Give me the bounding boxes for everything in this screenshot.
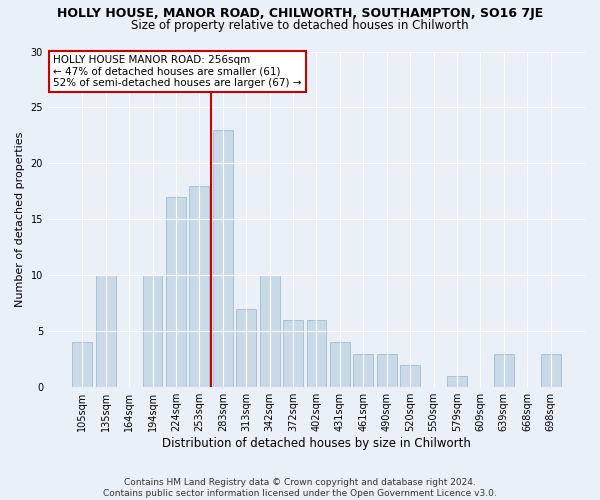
Bar	[447, 376, 467, 387]
X-axis label: Distribution of detached houses by size in Chilworth: Distribution of detached houses by size …	[162, 437, 471, 450]
Bar	[283, 320, 303, 387]
Bar	[400, 365, 420, 387]
Bar	[307, 320, 326, 387]
Bar	[377, 354, 397, 387]
Y-axis label: Number of detached properties: Number of detached properties	[15, 132, 25, 307]
Bar	[260, 276, 280, 387]
Bar	[73, 342, 92, 387]
Bar	[143, 276, 163, 387]
Bar	[330, 342, 350, 387]
Bar	[96, 276, 116, 387]
Bar	[236, 309, 256, 387]
Bar	[213, 130, 233, 387]
Text: Size of property relative to detached houses in Chilworth: Size of property relative to detached ho…	[131, 18, 469, 32]
Bar	[494, 354, 514, 387]
Bar	[353, 354, 373, 387]
Text: Contains HM Land Registry data © Crown copyright and database right 2024.
Contai: Contains HM Land Registry data © Crown c…	[103, 478, 497, 498]
Bar	[190, 186, 209, 387]
Bar	[166, 197, 186, 387]
Bar	[541, 354, 560, 387]
Text: HOLLY HOUSE, MANOR ROAD, CHILWORTH, SOUTHAMPTON, SO16 7JE: HOLLY HOUSE, MANOR ROAD, CHILWORTH, SOUT…	[57, 8, 543, 20]
Text: HOLLY HOUSE MANOR ROAD: 256sqm
← 47% of detached houses are smaller (61)
52% of : HOLLY HOUSE MANOR ROAD: 256sqm ← 47% of …	[53, 55, 302, 88]
